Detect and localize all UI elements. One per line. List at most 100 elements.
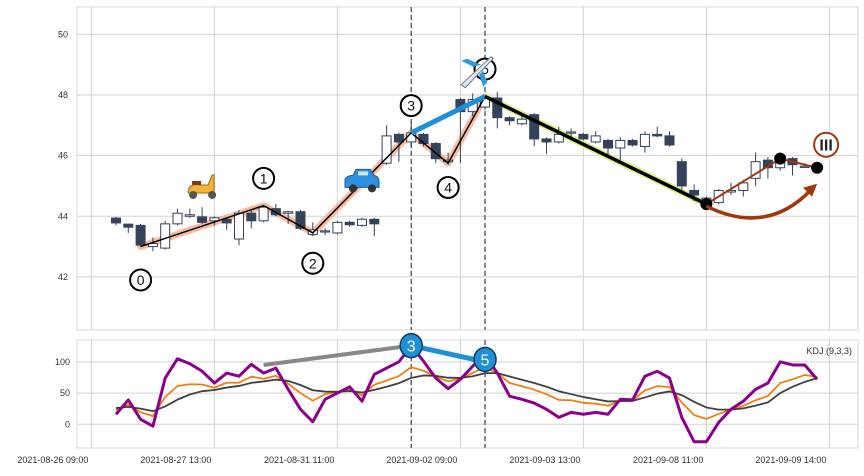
- x-tick-label: 2021-09-09 14:00: [755, 455, 826, 465]
- pivot-label-circle: [301, 251, 325, 275]
- kdj-marker: [473, 346, 497, 373]
- candle-body: [590, 135, 601, 143]
- x-tick-label: 2021-09-02 09:00: [386, 455, 457, 465]
- candle-body: [664, 135, 675, 146]
- bearish-candle: [111, 216, 121, 226]
- bearish-candle: [541, 137, 552, 155]
- price-panel-frame: [76, 6, 859, 331]
- candle-body: [492, 97, 503, 119]
- x-tick-label: 2021-09-03 13:00: [509, 455, 580, 465]
- scooter-wheel: [189, 190, 198, 199]
- candle-body: [283, 211, 294, 214]
- x-tick-label: 2021-08-26 09:00: [17, 455, 88, 465]
- y-tick-label: 46: [58, 151, 68, 161]
- bearish-candle: [393, 132, 404, 162]
- downtrend-line: [484, 94, 708, 206]
- candle-body: [430, 142, 441, 160]
- scooter-icon: [187, 174, 217, 199]
- bullish-candle: [172, 208, 183, 226]
- curved-arrow: [705, 188, 813, 220]
- bullish-candle: [320, 228, 331, 236]
- candle-body: [566, 131, 577, 134]
- plane-wing: [461, 58, 482, 67]
- kdj-y-ticks: 0 50 100: [55, 357, 70, 429]
- bullish-candle: [590, 131, 601, 144]
- x-axis-ticks: 2021-08-26 09:00 2021-08-27 13:00 2021-08-…: [17, 455, 826, 465]
- kdj-annotations: 35: [263, 332, 497, 373]
- candle-body: [197, 216, 208, 223]
- candle-body: [258, 206, 269, 222]
- airplane-icon: [460, 55, 494, 89]
- bearish-candle: [664, 131, 675, 147]
- y-tick-label: 42: [58, 272, 68, 282]
- kdj-gray-line: [263, 343, 412, 367]
- candle-body: [160, 223, 171, 249]
- kdj-marker-label: 3: [407, 339, 416, 356]
- candle-body: [615, 139, 626, 149]
- candle-body: [553, 133, 564, 143]
- wave-dot: [774, 152, 787, 165]
- candle-body: [627, 139, 638, 146]
- kdj-line-k: [115, 366, 818, 420]
- candle-body: [184, 214, 195, 217]
- car-wheel: [349, 184, 357, 193]
- kdj-blue-line: [410, 343, 486, 365]
- bullish-candle: [258, 205, 269, 223]
- candle-body: [209, 217, 220, 222]
- candle-body: [123, 223, 134, 228]
- candle-body: [381, 135, 392, 164]
- bearish-candle: [123, 223, 134, 233]
- scooter-wheel: [208, 190, 217, 199]
- candle-body: [295, 211, 306, 229]
- y-tick-label: 0: [65, 419, 70, 429]
- bullish-candle: [553, 126, 564, 144]
- bullish-candle: [738, 179, 749, 197]
- car-icon: [344, 168, 380, 193]
- kdj-line-j: [114, 344, 819, 444]
- scooter-seat: [192, 180, 202, 185]
- y-tick-label: 50: [60, 388, 70, 398]
- x-tick-label: 2021-08-27 13:00: [140, 455, 211, 465]
- bearish-candle: [246, 210, 257, 229]
- bearish-candle: [369, 217, 380, 236]
- candle-body: [652, 133, 663, 137]
- emoji-icons: [187, 55, 494, 199]
- candle-body: [344, 221, 355, 226]
- dashed-markers: [410, 7, 486, 330]
- bearish-candle: [197, 207, 208, 224]
- bearish-candle: [652, 126, 663, 138]
- candle-body: [504, 117, 515, 122]
- candle-body: [135, 224, 146, 246]
- bullish-candle: [283, 210, 294, 224]
- pivot-label: 0: [137, 272, 145, 288]
- bearish-candle: [135, 223, 146, 247]
- candle-body: [603, 139, 613, 149]
- candle-body: [529, 114, 540, 140]
- plane-wing: [479, 70, 488, 87]
- candle-body: [369, 218, 380, 225]
- candle-body: [246, 212, 257, 222]
- pivot-label-circle: [252, 166, 276, 190]
- bearish-candle: [344, 220, 355, 227]
- pivot-label-circle: [436, 175, 460, 199]
- candle-body: [111, 217, 121, 224]
- kdj-title: KDJ (9,3,3): [806, 346, 852, 356]
- pivot-label: 1: [260, 170, 268, 186]
- candle-body: [738, 182, 749, 191]
- price-panel: 42 44 46 48 50 0 1 2 3 4 5 III: [58, 6, 859, 331]
- y-tick-label: 100: [55, 357, 70, 367]
- bearish-candle: [627, 138, 638, 147]
- candle-body: [147, 243, 158, 248]
- candle-body: [221, 218, 232, 224]
- candle-body: [320, 230, 331, 233]
- bearish-candle: [603, 138, 613, 156]
- bearish-candle: [221, 217, 232, 230]
- candle-body: [689, 189, 700, 196]
- bearish-candle: [504, 116, 515, 126]
- car-body: [344, 168, 380, 188]
- bullish-candle: [639, 131, 650, 153]
- bullish-candle: [147, 237, 158, 252]
- candle-body: [332, 221, 343, 234]
- candle-body: [234, 212, 244, 240]
